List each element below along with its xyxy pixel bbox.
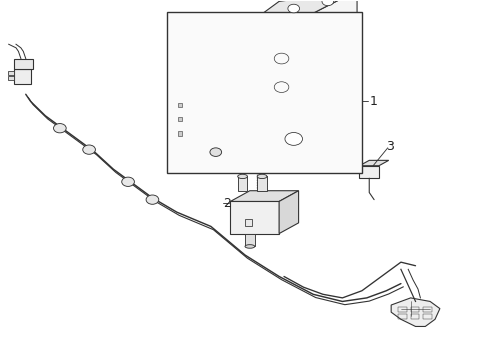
Ellipse shape (238, 174, 247, 179)
Polygon shape (255, 16, 308, 134)
Bar (178, 117, 182, 121)
Circle shape (53, 123, 66, 133)
Text: 1: 1 (369, 95, 377, 108)
Bar (398, 307, 407, 312)
Polygon shape (14, 69, 30, 84)
Polygon shape (279, 191, 298, 234)
Circle shape (210, 148, 221, 157)
Bar (178, 103, 182, 107)
Polygon shape (182, 91, 225, 144)
Polygon shape (360, 166, 379, 178)
Text: 2: 2 (223, 197, 231, 210)
Polygon shape (391, 298, 440, 327)
Polygon shape (360, 160, 389, 166)
Polygon shape (308, 0, 357, 123)
Polygon shape (245, 0, 357, 26)
Bar (423, 314, 432, 319)
Bar (8, 71, 14, 75)
Circle shape (285, 132, 302, 145)
Bar (238, 176, 247, 191)
Bar (245, 219, 252, 226)
Bar (411, 307, 419, 312)
Bar (398, 314, 407, 319)
Polygon shape (182, 78, 245, 91)
Text: 3: 3 (386, 140, 394, 153)
Polygon shape (230, 202, 279, 234)
Circle shape (83, 145, 96, 154)
Bar (8, 76, 14, 80)
Circle shape (322, 0, 334, 6)
Polygon shape (230, 191, 298, 202)
Ellipse shape (257, 174, 267, 179)
Bar (423, 307, 432, 312)
Polygon shape (255, 123, 328, 155)
Bar (257, 176, 267, 191)
Circle shape (288, 4, 299, 13)
Circle shape (146, 195, 159, 204)
Bar (167, 12, 362, 173)
Bar (178, 131, 182, 136)
Polygon shape (225, 78, 245, 144)
Circle shape (122, 177, 134, 186)
Bar (245, 234, 255, 246)
Polygon shape (14, 59, 33, 69)
Ellipse shape (245, 245, 255, 248)
Bar (411, 314, 419, 319)
